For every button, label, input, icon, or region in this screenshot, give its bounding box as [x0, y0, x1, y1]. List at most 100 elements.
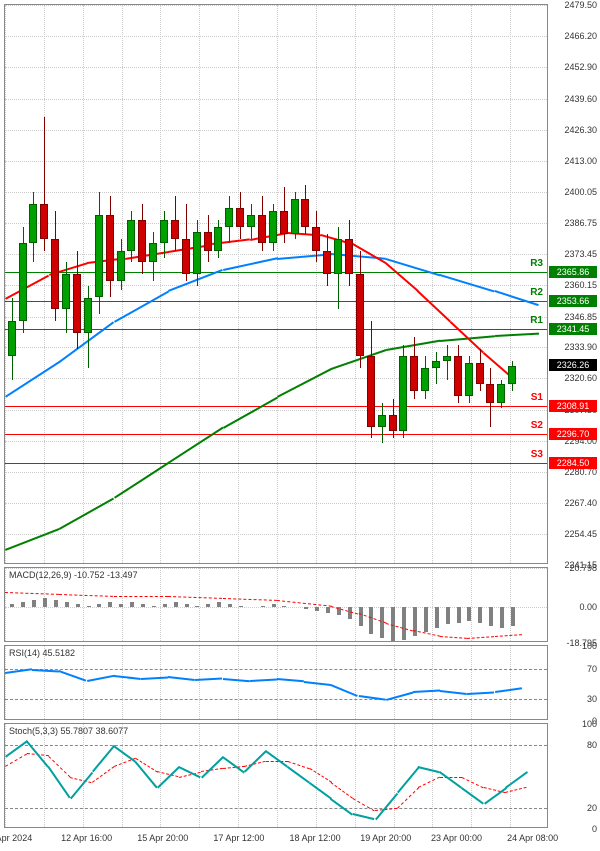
candle-body: [301, 199, 309, 227]
candle-body: [106, 215, 114, 281]
macd-bar: [97, 604, 101, 608]
candle-body: [465, 363, 473, 396]
y-tick: 100: [549, 641, 597, 651]
macd-bar: [304, 607, 308, 609]
grid-h: [5, 67, 547, 68]
chart-line: [482, 352, 511, 377]
candle-body: [443, 356, 451, 361]
x-tick-label: 17 Apr 12:00: [213, 833, 264, 843]
y-tick-label: 2267.40: [549, 498, 597, 508]
sr-price-R2: 2353.66: [549, 295, 597, 307]
x-tick-label: 23 Apr 00:00: [431, 833, 482, 843]
candle-body: [486, 384, 494, 403]
chart-line: [47, 766, 70, 798]
candle-body: [95, 215, 103, 297]
y-tick-label: 2466.20: [549, 31, 597, 41]
macd-bar: [326, 607, 330, 613]
macd-bar: [217, 602, 221, 608]
grid-v: [160, 568, 161, 641]
sr-line-S2: [5, 434, 547, 435]
candle-body: [389, 415, 397, 431]
chart-line: [59, 594, 113, 597]
sr-price-R3: 2365.86: [549, 266, 597, 278]
candle-body: [291, 199, 299, 234]
grid-h: [5, 568, 547, 569]
chart-line: [440, 690, 467, 694]
grid-v: [83, 724, 84, 827]
candle-body: [410, 356, 418, 391]
chart-line: [223, 396, 278, 428]
macd-bar: [43, 598, 47, 607]
grid-v: [277, 724, 278, 827]
grid-v: [394, 646, 395, 719]
macd-panel[interactable]: MACD(12,26,9) -10.752 -13.497-18.7950.00…: [4, 567, 548, 642]
candle-body: [182, 239, 190, 274]
grid-h: [5, 130, 547, 131]
candle-body: [312, 227, 320, 250]
y-tick-label: 2452.90: [549, 62, 597, 72]
x-tick-label: 24 Apr 08:00: [507, 833, 558, 843]
candle-body: [40, 204, 48, 239]
chart-line: [5, 528, 60, 551]
sr-line-S3: [5, 463, 547, 464]
macd-bar: [402, 607, 406, 639]
y-tick-label: 2254.45: [549, 529, 597, 539]
candle-body: [432, 361, 440, 368]
stoch-panel[interactable]: Stoch(5,3,3) 55.7807 38.6077020801001 Ap…: [4, 723, 548, 828]
macd-bar: [489, 607, 493, 626]
candle-body: [236, 208, 244, 227]
grid-v: [238, 646, 239, 719]
grid-h: [5, 5, 547, 6]
x-tick-label: 19 Apr 20:00: [360, 833, 411, 843]
grid-v: [510, 568, 511, 641]
macd-bar: [163, 604, 167, 608]
grid-v: [432, 724, 433, 827]
stoch-band: [5, 745, 547, 746]
chart-line: [87, 675, 114, 682]
sr-line-R3: [5, 272, 547, 273]
y-tick: 20: [549, 803, 597, 813]
grid-v: [277, 5, 278, 563]
grid-v: [471, 568, 472, 641]
x-tick-label: 18 Apr 12:00: [290, 833, 341, 843]
grid-v: [471, 646, 472, 719]
candle-body: [280, 211, 288, 234]
grid-v: [394, 5, 395, 563]
y-tick: 70: [549, 664, 597, 674]
candle-body: [269, 211, 277, 244]
y-tick: 30: [549, 694, 597, 704]
grid-v: [355, 646, 356, 719]
chart-line: [266, 761, 288, 762]
price-panel[interactable]: R3R2R1S1S2S32241.152254.452267.402280.70…: [4, 4, 548, 564]
grid-v: [5, 646, 6, 719]
macd-bar: [261, 606, 265, 608]
macd-bar: [152, 606, 156, 608]
chart-line: [309, 768, 331, 782]
chart-line: [113, 745, 136, 762]
chart-line: [440, 777, 462, 778]
candle-body: [204, 232, 212, 251]
y-tick-label: 2413.00: [549, 156, 597, 166]
macd-bar: [174, 602, 178, 608]
x-tick-label: 12 Apr 16:00: [61, 833, 112, 843]
candle-body: [193, 232, 201, 274]
macd-bar: [272, 604, 276, 608]
rsi-panel[interactable]: RSI(14) 45.518203070100: [4, 645, 548, 720]
candle-body: [62, 274, 70, 309]
candle-body: [356, 274, 364, 356]
candle-body: [51, 239, 59, 309]
chart-line: [331, 782, 353, 799]
candle-body: [247, 215, 255, 227]
candle-body: [117, 251, 125, 282]
candle-body: [8, 321, 16, 356]
chart-line: [223, 258, 278, 272]
candle-body: [149, 243, 157, 262]
macd-bar: [478, 607, 482, 622]
chart-line: [505, 771, 528, 788]
macd-bar: [511, 607, 515, 626]
chart-line: [168, 676, 195, 680]
macd-bar: [76, 604, 80, 608]
grid-v: [355, 568, 356, 641]
sr-label-S3: S3: [531, 449, 543, 460]
y-tick: 20.798: [549, 563, 597, 573]
